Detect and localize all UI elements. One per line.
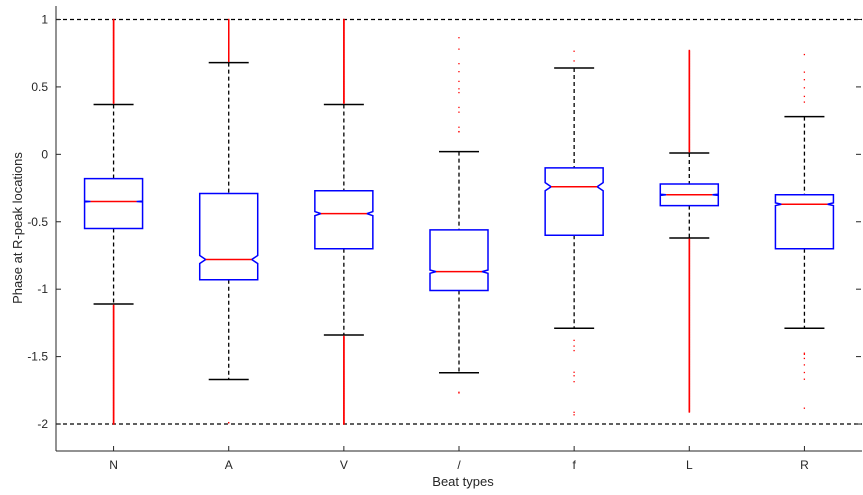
outlier-point (803, 79, 806, 81)
x-tick-label: A (225, 458, 233, 472)
outlier-point (458, 391, 460, 393)
outlier-point (458, 126, 460, 128)
outlier-point (458, 88, 460, 90)
outlier-point (573, 349, 575, 352)
outlier-point (343, 18, 345, 21)
outlier-point (458, 111, 460, 113)
outlier-point (228, 18, 230, 21)
outlier-point (803, 357, 806, 360)
outlier-point (803, 371, 806, 374)
outlier-point (573, 345, 575, 347)
y-tick-label: 0.5 (31, 80, 48, 94)
outlier-point (573, 381, 575, 383)
outlier-point (573, 411, 575, 413)
outlier-point (458, 106, 460, 109)
box-body (544, 167, 604, 236)
outlier-point (803, 101, 806, 103)
outlier-point (458, 91, 460, 94)
box-body (659, 183, 720, 207)
y-tick-label: 0 (41, 147, 48, 161)
x-tick-label: f (572, 458, 576, 472)
outlier-point (803, 378, 806, 380)
outlier-point (803, 407, 806, 409)
outlier-point (573, 414, 575, 416)
outlier-point (803, 352, 806, 354)
box-body (198, 192, 259, 281)
y-tick-label: -2 (37, 417, 48, 431)
outlier-point (803, 87, 806, 89)
outlier-point (458, 131, 460, 133)
outlier-point (688, 411, 691, 413)
outlier-point (458, 80, 460, 83)
y-axis-label: Phase at R-peak locations (10, 152, 25, 304)
box-body (429, 229, 489, 292)
axes: 1 0.5 0 -0.5 -1 -1.5 -2 N A V / f L R (27, 6, 862, 472)
y-tick-label: -1.5 (27, 350, 48, 364)
outlier-point (803, 353, 806, 355)
box-body (774, 194, 835, 250)
outlier-point (573, 375, 575, 377)
outlier-point (112, 423, 115, 425)
outlier-point (458, 70, 460, 73)
x-tick-label: N (109, 458, 118, 472)
outlier-point (803, 71, 806, 73)
x-axis-label: Beat types (432, 474, 494, 489)
x-tick-label: / (457, 458, 461, 472)
outlier-point (803, 53, 806, 56)
y-tick-label: -0.5 (27, 215, 48, 229)
outlier-point (573, 371, 575, 373)
box-body (314, 189, 374, 250)
outlier-point (688, 49, 691, 52)
outlier-point (458, 37, 460, 39)
y-tick-label: -1 (37, 282, 48, 296)
box-n (83, 18, 144, 425)
outlier-point (112, 18, 115, 21)
outlier-point (573, 339, 575, 342)
box-f (544, 50, 604, 416)
box-paced (429, 37, 489, 394)
outlier-point (573, 60, 575, 62)
outlier-point (458, 63, 460, 65)
box-v (314, 18, 374, 425)
box-a (198, 18, 259, 424)
outlier-point (458, 392, 460, 394)
outlier-point (343, 423, 345, 425)
outlier-point (803, 95, 806, 98)
outlier-point (573, 50, 575, 52)
outlier-point (228, 422, 230, 424)
box-body (83, 177, 144, 230)
x-tick-label: L (686, 458, 693, 472)
x-tick-label: V (340, 458, 348, 472)
y-tick-label: 1 (41, 12, 48, 26)
x-tick-label: R (800, 458, 809, 472)
box-l (659, 49, 720, 413)
box-r (774, 53, 835, 409)
outlier-point (803, 364, 806, 366)
plot-area (56, 18, 862, 425)
outlier-point (458, 48, 460, 50)
